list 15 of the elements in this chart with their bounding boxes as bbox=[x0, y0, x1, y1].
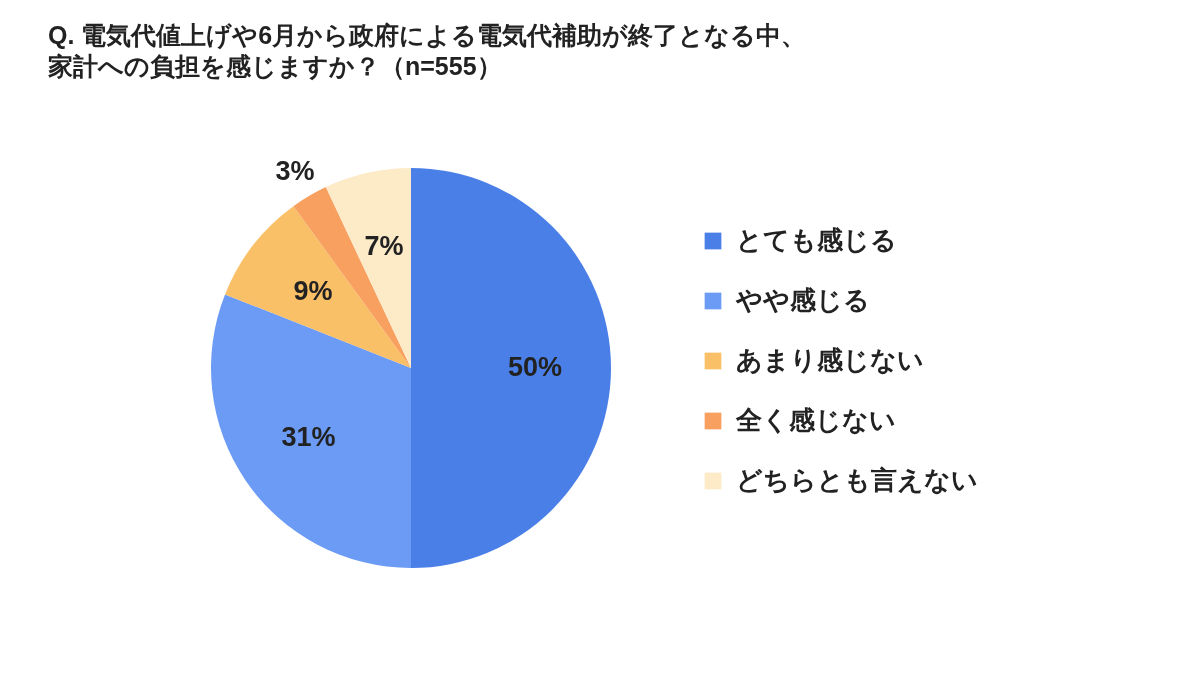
legend-label: あまり感じない bbox=[736, 345, 924, 375]
legend-label: とても感じる bbox=[736, 225, 897, 255]
data-label: 50% bbox=[507, 352, 563, 382]
data-label: 7% bbox=[364, 230, 404, 261]
data-label: 31% bbox=[281, 421, 336, 452]
chart-title: Q. 電気代値上げや6月から政府による電気代補助が終了となる中、 bbox=[48, 21, 807, 50]
legend-label: 全く感じない bbox=[735, 405, 896, 435]
legend-label: やや感じる bbox=[735, 285, 870, 315]
legend-label: どちらとも言えない bbox=[736, 465, 978, 495]
pie-slice bbox=[225, 206, 411, 368]
pie-slice bbox=[411, 168, 611, 568]
data-label: 3% bbox=[275, 155, 315, 186]
chart-subtitle: 家計への負担を感じますか？（n=555） bbox=[47, 52, 502, 81]
data-label: 9% bbox=[293, 276, 333, 306]
pie-slice bbox=[293, 187, 411, 368]
